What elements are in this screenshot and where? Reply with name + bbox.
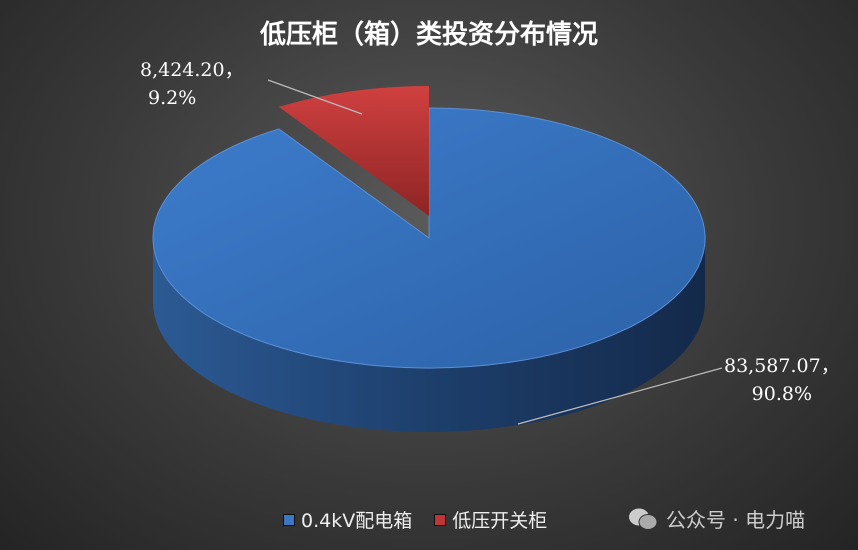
legend-swatch (283, 513, 295, 526)
legend-label: 低压开关柜 (452, 510, 548, 532)
legend-label: 0.4kV配电箱 (301, 510, 413, 532)
legend-item[interactable]: 0.4kV配电箱 (283, 506, 412, 533)
legend-swatch (434, 513, 447, 526)
leader-line (267, 79, 363, 115)
leader-line (517, 367, 723, 425)
chart-title: 低压柜（箱）类投资分布情况 (259, 20, 598, 50)
data-label-low-voltage-cabinet: 8,424.20， 9.2% (140, 59, 244, 109)
watermark: 公众号 · 电力喵 (628, 504, 805, 533)
watermark-text: 公众号 · 电力喵 (666, 508, 806, 532)
legend-item[interactable]: 低压开关柜 (434, 506, 547, 533)
pie-slice-0.4kV配电箱[interactable] (152, 107, 706, 369)
wechat-icon (629, 508, 658, 530)
pie-slice-低压开关柜[interactable] (278, 86, 429, 216)
legend: 0.4kV配电箱 低压开关柜 (283, 506, 547, 533)
data-label-distribution-box: 83,587.07， 90.8% (724, 355, 840, 405)
pie-side-0.4kV配电箱 (153, 238, 705, 432)
